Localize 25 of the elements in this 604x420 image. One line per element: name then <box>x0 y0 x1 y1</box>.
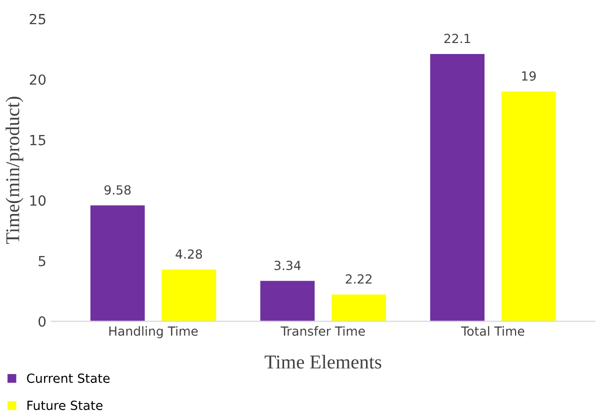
legend-label: Future State <box>27 400 102 410</box>
x-tick-label: Total Time <box>461 326 524 336</box>
data-label: 9.58 <box>104 185 131 195</box>
bar <box>502 91 556 322</box>
data-label: 3.34 <box>274 260 301 270</box>
y-tick-label: 15 <box>30 135 46 146</box>
y-tick-label: 0 <box>38 316 46 327</box>
legend-label: Current State <box>26 374 110 383</box>
bar <box>260 280 315 322</box>
y-tick-label: 10 <box>30 195 46 206</box>
data-label: 2.22 <box>346 274 372 284</box>
y-tick-label: 25 <box>30 14 46 24</box>
y-tick-label: 20 <box>30 74 46 85</box>
x-tick-label: Handling Time <box>109 326 198 338</box>
bar <box>90 205 145 322</box>
data-label: 19 <box>522 71 536 81</box>
x-tick-label: Transfer Time <box>280 326 365 336</box>
data-label: 4.28 <box>176 249 202 259</box>
y-axis-title: Time(min/product) <box>6 96 24 244</box>
bar <box>430 54 485 322</box>
x-axis-title: Time Elements <box>264 354 382 369</box>
bar <box>162 270 216 322</box>
data-label: 22.1 <box>444 34 470 44</box>
bar <box>332 294 386 322</box>
y-tick-label: 5 <box>38 256 46 266</box>
